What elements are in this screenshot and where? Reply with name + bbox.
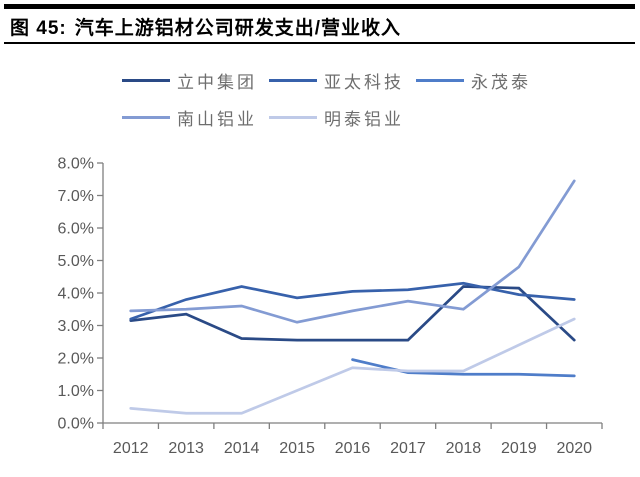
legend-row-1: 立中集团 亚太科技 永茂泰 <box>122 68 543 93</box>
legend-line-swatch <box>269 79 317 82</box>
legend-label: 永茂泰 <box>471 73 531 92</box>
series-line-永茂泰 <box>351 358 576 378</box>
y-tick-label: 7.0% <box>58 188 94 205</box>
legend-item-lizhong: 立中集团 <box>122 68 257 93</box>
x-tick-label: 2014 <box>224 440 260 457</box>
x-tick-label: 2017 <box>390 440 426 457</box>
x-tick-label: 2013 <box>168 440 204 457</box>
y-tick-label: 6.0% <box>58 221 94 238</box>
legend-label: 南山铝业 <box>177 110 257 129</box>
title-divider <box>4 42 635 44</box>
series-line-明泰铝业 <box>129 317 576 415</box>
series-line-南山铝业 <box>129 179 576 324</box>
legend-item-mingtai: 明泰铝业 <box>269 105 404 130</box>
legend-line-swatch <box>122 79 170 82</box>
y-tick-label: 5.0% <box>58 253 94 270</box>
legend-label: 立中集团 <box>177 73 257 92</box>
legend-label: 亚太科技 <box>324 73 404 92</box>
x-tick-label: 2018 <box>446 440 482 457</box>
legend-label: 明泰铝业 <box>324 110 404 129</box>
x-tick-label: 2019 <box>501 440 537 457</box>
y-tick-label: 2.0% <box>58 351 94 368</box>
legend-row-2: 南山铝业 明泰铝业 <box>122 105 543 130</box>
y-tick-label: 1.0% <box>58 383 94 400</box>
y-tick-label: 0.0% <box>58 416 94 433</box>
x-tick-label: 2015 <box>279 440 315 457</box>
figure-number-label: 图 45: <box>10 18 67 39</box>
series-line-亚太科技 <box>129 281 576 321</box>
figure-title-text: 汽车上游铝材公司研发支出/营业收入 <box>74 18 402 39</box>
y-tick-label: 4.0% <box>58 286 94 303</box>
legend-item-nanshan: 南山铝业 <box>122 105 257 130</box>
chart-legend: 立中集团 亚太科技 永茂泰 南山铝业 明泰铝业 <box>122 68 543 142</box>
y-tick-label: 8.0% <box>58 156 94 173</box>
top-divider <box>4 4 635 9</box>
legend-item-yongmaotai: 永茂泰 <box>416 68 531 93</box>
legend-line-swatch <box>122 116 170 119</box>
legend-line-swatch <box>269 116 317 119</box>
x-tick-label: 2020 <box>556 440 592 457</box>
x-tick-label: 2012 <box>113 440 149 457</box>
figure-title: 图 45: 汽车上游铝材公司研发支出/营业收入 <box>10 13 401 40</box>
y-tick-label: 3.0% <box>58 318 94 335</box>
legend-item-yatai: 亚太科技 <box>269 68 404 93</box>
x-tick-label: 2016 <box>335 440 371 457</box>
legend-line-swatch <box>416 79 464 82</box>
series-line-立中集团 <box>129 285 576 342</box>
